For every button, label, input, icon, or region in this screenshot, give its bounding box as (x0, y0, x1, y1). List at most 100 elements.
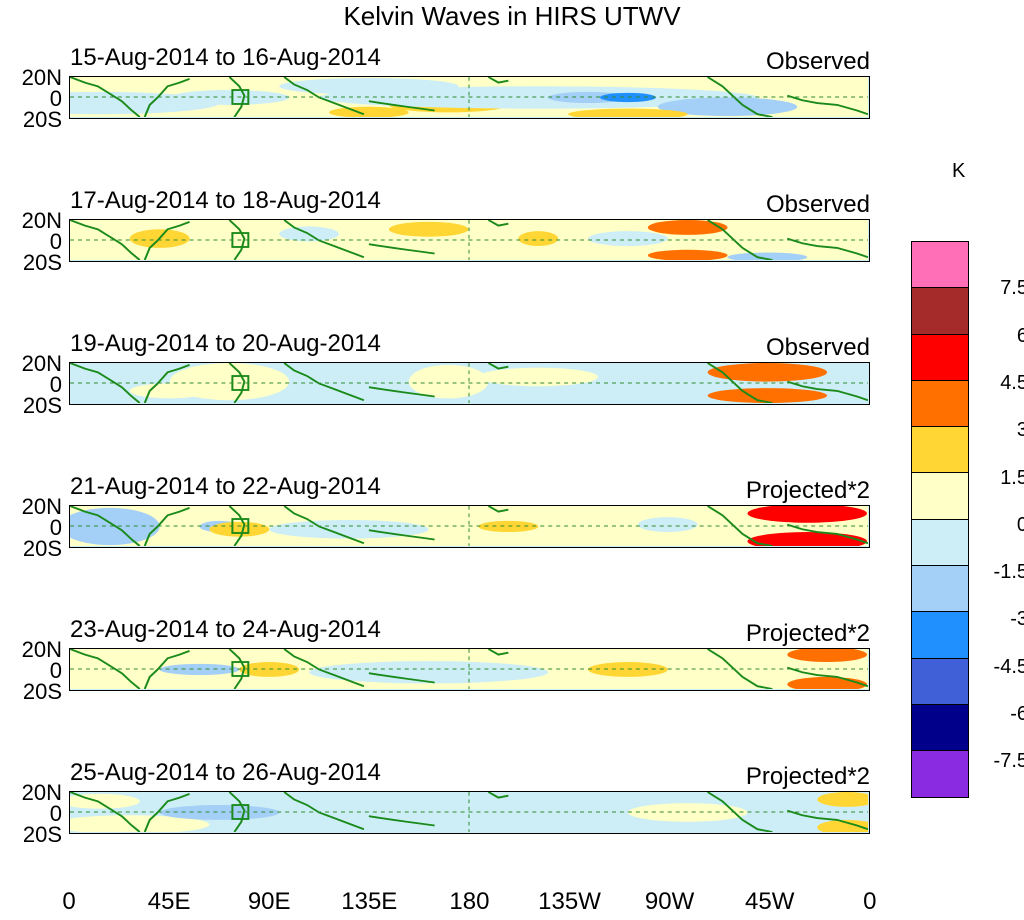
latitude-label: 20S (22, 679, 62, 704)
anomaly-contour (627, 803, 748, 822)
anomaly-map (69, 648, 870, 691)
latitude-label: 20N (21, 65, 62, 90)
anomaly-contour (478, 367, 599, 387)
anomaly-contour (319, 86, 758, 109)
colorbar-label: 7.5 (1000, 277, 1024, 300)
panel-kind: Projected*2 (745, 477, 870, 504)
map-canvas (70, 792, 869, 833)
colorbar-swatch (911, 287, 969, 335)
coastline (228, 220, 246, 261)
longitude-label: 135E (341, 888, 398, 915)
longitude-label: 90E (247, 888, 291, 915)
coastline (368, 815, 435, 827)
panel-kind: Observed (765, 334, 870, 361)
anomaly-contour (747, 532, 867, 547)
latitude-label: 20N (21, 208, 62, 233)
anomaly-map (69, 362, 870, 405)
anomaly-contour (647, 220, 728, 235)
anomaly-contour (239, 662, 300, 677)
colorbar-label: -3 (1010, 608, 1024, 631)
longitude-label: 0 (62, 888, 76, 915)
colorbar-label: 1.5 (1000, 466, 1024, 489)
coastline (368, 100, 435, 112)
map-panel: 17-Aug-2014 to 18-Aug-2014 Observed (69, 187, 870, 271)
latitude-label: 20S (22, 250, 62, 275)
coastline (70, 506, 141, 547)
coastline (143, 77, 190, 118)
coastline (283, 363, 365, 402)
coastline (143, 506, 190, 547)
coastline (707, 77, 773, 118)
anomaly-contour (169, 90, 290, 105)
colorbar-label: 4.5 (1000, 371, 1024, 394)
coastline (707, 792, 773, 833)
figure-title: Kelvin Waves in HIRS UTWV (343, 1, 681, 31)
colorbar-label: -6 (1010, 703, 1024, 725)
coastline (143, 649, 190, 690)
coastline (70, 363, 141, 404)
map-panel: 21-Aug-2014 to 22-Aug-2014 Projected*2 (69, 473, 870, 557)
coastline (786, 809, 869, 831)
panel-date-range: 21-Aug-2014 to 22-Aug-2014 (70, 473, 381, 500)
anomaly-contour (408, 364, 489, 399)
coastline (707, 649, 773, 690)
coastline (786, 380, 869, 402)
anomaly-contour (588, 370, 708, 397)
anomaly-map (69, 76, 870, 119)
map-panel: 19-Aug-2014 to 20-Aug-2014 Observed (69, 330, 870, 414)
coastline (487, 506, 509, 513)
latitude-label: 20N (21, 637, 62, 662)
panel-date-range: 19-Aug-2014 to 20-Aug-2014 (70, 330, 381, 357)
colorbar-swatch (911, 703, 969, 752)
colorbar-swatch (911, 565, 969, 613)
coastline (786, 94, 869, 116)
colorbar-swatch (911, 657, 969, 705)
map-canvas (70, 506, 869, 547)
colorbar-swatch (911, 426, 969, 474)
panel-kind: Observed (765, 48, 870, 75)
coastline (228, 792, 246, 833)
anomaly-contour (817, 792, 869, 807)
latitude-label: 20S (22, 107, 62, 132)
anomaly-contour (747, 506, 867, 523)
map-canvas (70, 77, 869, 118)
map-canvas (70, 363, 869, 404)
panel-date-range: 23-Aug-2014 to 24-Aug-2014 (70, 616, 381, 643)
colorbar-swatch (911, 379, 969, 428)
coastline (283, 220, 365, 259)
map-panel: 25-Aug-2014 to 26-Aug-2014 Projected*2 (69, 759, 870, 843)
anomaly-contour (588, 231, 668, 247)
latitude-label: 20S (22, 393, 62, 418)
anomaly-contour (159, 805, 280, 820)
coastline (70, 220, 141, 261)
coastline (707, 506, 773, 547)
anomaly-map (69, 505, 870, 548)
anomaly-contour (388, 221, 469, 237)
latitude-label: 0 (49, 658, 62, 683)
coastline (70, 792, 141, 833)
longitude-label: 45W (745, 888, 795, 915)
latitude-label: 20S (22, 536, 62, 561)
latitude-label: 0 (49, 229, 62, 254)
coastline (228, 649, 246, 690)
anomaly-contour (568, 108, 688, 118)
panel-kind: Projected*2 (745, 763, 870, 790)
anomaly-contour (707, 388, 828, 403)
latitude-label: 0 (49, 86, 62, 111)
latitude-label: 0 (49, 515, 62, 540)
latitude-label: 0 (49, 372, 62, 397)
panel-date-range: 15-Aug-2014 to 16-Aug-2014 (70, 44, 381, 71)
colorbar-label: 3 (1016, 419, 1024, 442)
anomaly-contour (637, 517, 698, 533)
longitude-label: 0 (863, 888, 877, 915)
coastline (487, 649, 509, 656)
map-canvas (70, 220, 869, 261)
latitude-label: 20S (22, 822, 62, 847)
colorbar-swatch (911, 472, 969, 520)
colorbar (911, 241, 969, 798)
colorbar-swatch (911, 518, 969, 567)
colorbar-label: 0 (1016, 513, 1024, 536)
colorbar-label: 6 (1016, 324, 1024, 347)
anomaly-contour (309, 661, 549, 684)
longitude-label: 180 (449, 888, 490, 915)
